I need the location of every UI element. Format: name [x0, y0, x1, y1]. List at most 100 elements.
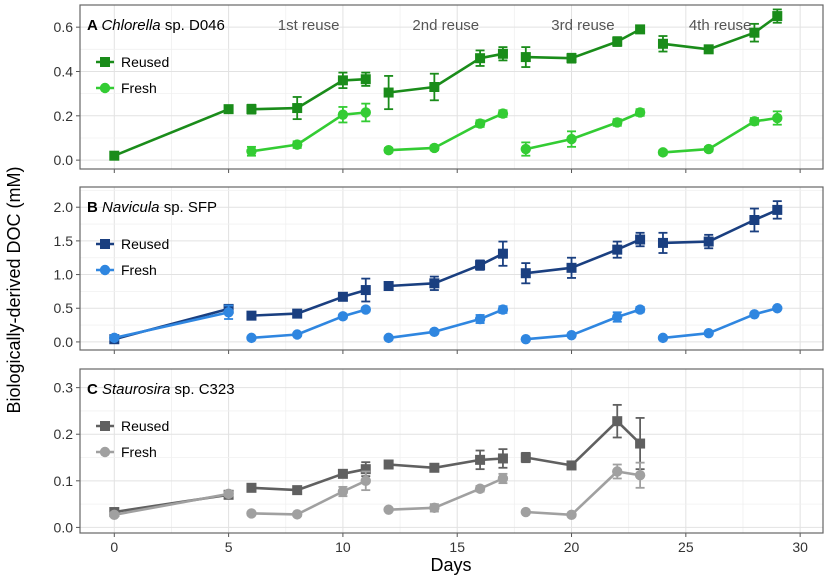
panel-title: B Navicula sp. SFP — [87, 199, 217, 216]
data-point — [612, 244, 623, 255]
data-point — [291, 329, 303, 340]
series-line — [525, 419, 642, 467]
data-point — [429, 462, 440, 473]
legend-entry-fresh: Fresh — [96, 262, 157, 278]
y-tick-label: 0.2 — [54, 426, 74, 442]
data-point — [657, 38, 668, 49]
data-point — [520, 143, 531, 155]
series-line — [251, 479, 367, 516]
data-point — [635, 438, 646, 449]
y-tick-label: 0.2 — [54, 108, 74, 124]
data-point — [429, 82, 440, 92]
data-point — [223, 488, 234, 500]
y-tick-label: 0.0 — [54, 152, 74, 168]
legend-marker — [100, 57, 110, 67]
data-point — [566, 53, 577, 64]
panels: 0.0 0.2 0.4 0.6 A Chlorella sp. D046 Reused Fr… — [54, 4, 824, 555]
data-point — [109, 150, 120, 161]
data-point — [109, 509, 120, 521]
data-point — [246, 310, 257, 321]
y-tick-label: 2.0 — [54, 199, 74, 215]
legend-label: Reused — [121, 236, 169, 252]
series-fresh — [109, 303, 783, 345]
data-point — [749, 309, 760, 320]
legend-marker — [99, 446, 111, 458]
data-point — [383, 281, 394, 292]
data-point — [429, 278, 440, 289]
legend-label: Fresh — [121, 444, 157, 460]
panel-background — [80, 369, 823, 533]
data-point — [772, 11, 783, 22]
panel-border — [79, 368, 824, 534]
data-point — [383, 144, 394, 156]
data-point — [475, 260, 486, 271]
series-fresh — [246, 102, 783, 158]
data-point — [749, 27, 760, 38]
data-point — [749, 116, 760, 127]
y-tick-label: 0.6 — [54, 19, 74, 35]
series-line — [525, 238, 641, 275]
data-point — [634, 470, 646, 481]
x-tick-label: 30 — [792, 539, 808, 555]
legend-entry-reused: Reused — [96, 54, 169, 70]
series-line — [388, 457, 503, 470]
data-point — [657, 147, 669, 158]
y-tick-label: 0.4 — [54, 63, 74, 79]
data-point — [246, 146, 257, 157]
series-line — [662, 116, 778, 154]
data-point — [246, 482, 257, 493]
data-point — [520, 268, 531, 279]
data-point — [635, 234, 646, 245]
data-point — [703, 236, 714, 247]
data-point — [292, 308, 303, 319]
data-point — [772, 204, 783, 215]
data-point — [635, 24, 646, 35]
data-point — [612, 416, 623, 427]
data-point — [474, 483, 486, 494]
data-point — [383, 87, 394, 98]
series-line — [114, 492, 229, 517]
data-point — [520, 506, 531, 518]
x-axis-label: Days — [430, 555, 471, 575]
data-point — [566, 133, 577, 145]
data-point — [292, 103, 303, 114]
data-point — [246, 104, 257, 115]
legend-entry-fresh: Fresh — [96, 80, 157, 96]
data-point — [383, 504, 394, 515]
legend-label: Reused — [121, 54, 169, 70]
data-point — [360, 304, 371, 315]
x-tick-label: 10 — [335, 539, 351, 555]
y-tick-label: 0.1 — [54, 473, 74, 489]
data-point — [474, 313, 486, 325]
series-line — [251, 77, 366, 111]
data-point — [360, 464, 371, 475]
series-line — [525, 470, 641, 517]
data-point — [360, 285, 371, 296]
data-point — [475, 53, 486, 64]
data-point — [246, 332, 257, 344]
legend-marker — [99, 82, 111, 94]
series-line — [251, 111, 366, 153]
x-tick-label: 20 — [564, 539, 580, 555]
series-fresh — [109, 461, 646, 521]
legend-label: Fresh — [121, 80, 157, 96]
reuse-label: 4th reuse — [689, 17, 752, 34]
series-line — [114, 311, 229, 340]
series-line — [388, 52, 504, 94]
data-point — [634, 304, 646, 315]
x-tick-label: 15 — [449, 539, 465, 555]
data-point — [520, 52, 531, 63]
panel-b: 0.0 0.5 1.0 1.5 2.0 B Navicula sp. SFP Reused F… — [54, 186, 824, 354]
data-point — [497, 48, 508, 59]
series-reused — [109, 8, 783, 161]
data-point — [703, 44, 714, 55]
legend-marker — [100, 239, 110, 249]
panel-background — [80, 187, 823, 350]
data-point — [429, 326, 440, 338]
data-point — [612, 117, 623, 128]
series-line — [251, 308, 367, 340]
data-point — [566, 509, 577, 521]
data-point — [612, 311, 623, 323]
series-line — [662, 15, 779, 51]
